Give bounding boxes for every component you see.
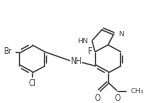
Text: O: O bbox=[115, 94, 121, 102]
Text: NH: NH bbox=[70, 57, 82, 66]
Text: O: O bbox=[95, 94, 101, 102]
Text: HN: HN bbox=[77, 38, 88, 44]
Text: Br: Br bbox=[4, 47, 12, 56]
Text: N: N bbox=[118, 31, 123, 37]
Text: Cl: Cl bbox=[28, 80, 36, 88]
Text: CH₃: CH₃ bbox=[131, 88, 144, 94]
Text: F: F bbox=[88, 47, 92, 56]
